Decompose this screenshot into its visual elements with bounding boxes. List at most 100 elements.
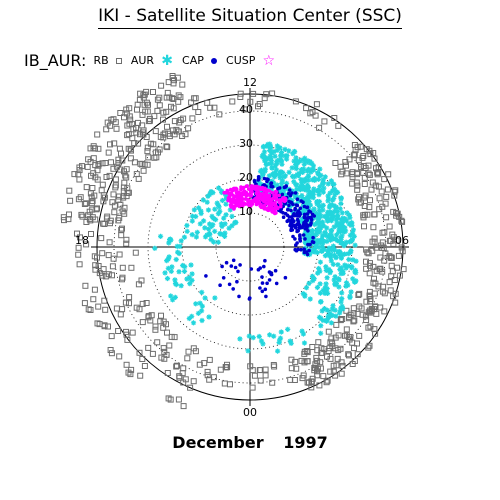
- aur-point: [314, 284, 320, 291]
- rb-point: [123, 240, 130, 247]
- rb-point: [376, 195, 383, 202]
- aur-point: [339, 303, 345, 309]
- aur-point: [308, 169, 314, 175]
- rb-point: [368, 186, 375, 193]
- rb-point: [335, 332, 342, 339]
- aur-point: [294, 160, 301, 166]
- rb-point: [165, 79, 172, 86]
- aur-point: [162, 270, 168, 276]
- rb-point: [365, 250, 372, 257]
- aur-point: [272, 153, 278, 159]
- legend-item-rb: RB: [93, 54, 109, 67]
- aur-point: [349, 265, 355, 271]
- rb-point: [204, 368, 211, 375]
- rb-point: [350, 152, 357, 159]
- cap-point: [274, 281, 279, 286]
- rb-point: [160, 324, 167, 331]
- rb-point: [386, 223, 393, 230]
- rb-point: [160, 131, 167, 138]
- date-label: December 1997: [172, 433, 328, 452]
- rb-point: [343, 170, 350, 177]
- aur-point: [316, 203, 322, 210]
- aur-point: [305, 231, 312, 237]
- rb-point: [107, 141, 113, 148]
- aur-point: [291, 158, 297, 164]
- aur-point: [176, 269, 182, 275]
- rb-point: [262, 366, 269, 373]
- rb-point: [153, 154, 160, 161]
- rb-point: [179, 133, 186, 139]
- rb-point: [166, 342, 173, 349]
- aur-point: [209, 213, 215, 219]
- rb-point: [117, 110, 124, 116]
- aur-point: [307, 160, 313, 166]
- cap-point: [298, 233, 302, 237]
- aur-point: [309, 228, 315, 234]
- aur-point: [328, 202, 334, 208]
- rb-point: [308, 378, 315, 385]
- aur-point: [276, 157, 282, 163]
- cap-point: [306, 229, 310, 233]
- rb-point: [121, 168, 127, 175]
- aur-point: [346, 256, 352, 263]
- aur-point: [322, 285, 328, 291]
- aur-point: [286, 148, 292, 154]
- rb-point: [116, 251, 123, 258]
- aur-point: [204, 199, 210, 205]
- aur-point: [278, 158, 284, 164]
- aur-point: [214, 200, 220, 206]
- rb-point: [366, 270, 373, 277]
- rb-point: [140, 131, 147, 138]
- aur-point: [353, 258, 359, 264]
- cap-point: [256, 267, 261, 272]
- rb-point: [346, 352, 352, 359]
- aur-point: [303, 187, 309, 193]
- rb-point: [356, 303, 363, 310]
- cap-point: [299, 247, 303, 252]
- aur-point: [261, 149, 268, 155]
- rb-point: [117, 311, 124, 318]
- aur-point: [189, 271, 195, 277]
- rb-point: [355, 292, 362, 298]
- aur-point: [339, 233, 345, 239]
- ring-30: [147, 144, 353, 350]
- rb-point: [312, 361, 319, 368]
- cap-point: [302, 247, 307, 251]
- aur-point: [293, 182, 299, 188]
- radial-tick-40: 40: [239, 103, 253, 116]
- aur-point: [292, 149, 298, 155]
- rb-point: [121, 179, 128, 186]
- legend-label: IB_AUR:: [24, 51, 87, 70]
- rb-point: [321, 118, 328, 125]
- rb-point: [192, 348, 199, 355]
- rb-point: [354, 186, 361, 193]
- aur-point: [292, 174, 298, 180]
- rb-point: [77, 194, 84, 201]
- rb-point: [381, 257, 388, 264]
- aur-point: [184, 276, 190, 282]
- rb-point: [76, 176, 83, 183]
- rb-point: [370, 224, 377, 231]
- aur-point: [319, 308, 325, 314]
- aur-point: [305, 173, 311, 179]
- aur-point: [189, 313, 195, 319]
- rb-point: [158, 82, 165, 89]
- aur-point: [326, 266, 332, 273]
- aur-point: [193, 213, 199, 220]
- rb-point: [216, 111, 223, 118]
- aur-point: [350, 276, 356, 282]
- rb-point: [139, 319, 146, 326]
- rb-point: [304, 349, 311, 356]
- cusp-point: [249, 194, 253, 198]
- rb-point: [111, 140, 118, 147]
- aur-point: [285, 326, 291, 332]
- aur-point: [329, 246, 335, 252]
- cusp-point: [270, 206, 275, 210]
- rb-point: [345, 351, 352, 358]
- rb-point: [342, 332, 348, 339]
- aur-point: [314, 250, 320, 256]
- rb-point: [164, 123, 170, 130]
- rb-point: [206, 356, 213, 363]
- aur-point: [349, 237, 355, 243]
- aur-point: [312, 232, 318, 238]
